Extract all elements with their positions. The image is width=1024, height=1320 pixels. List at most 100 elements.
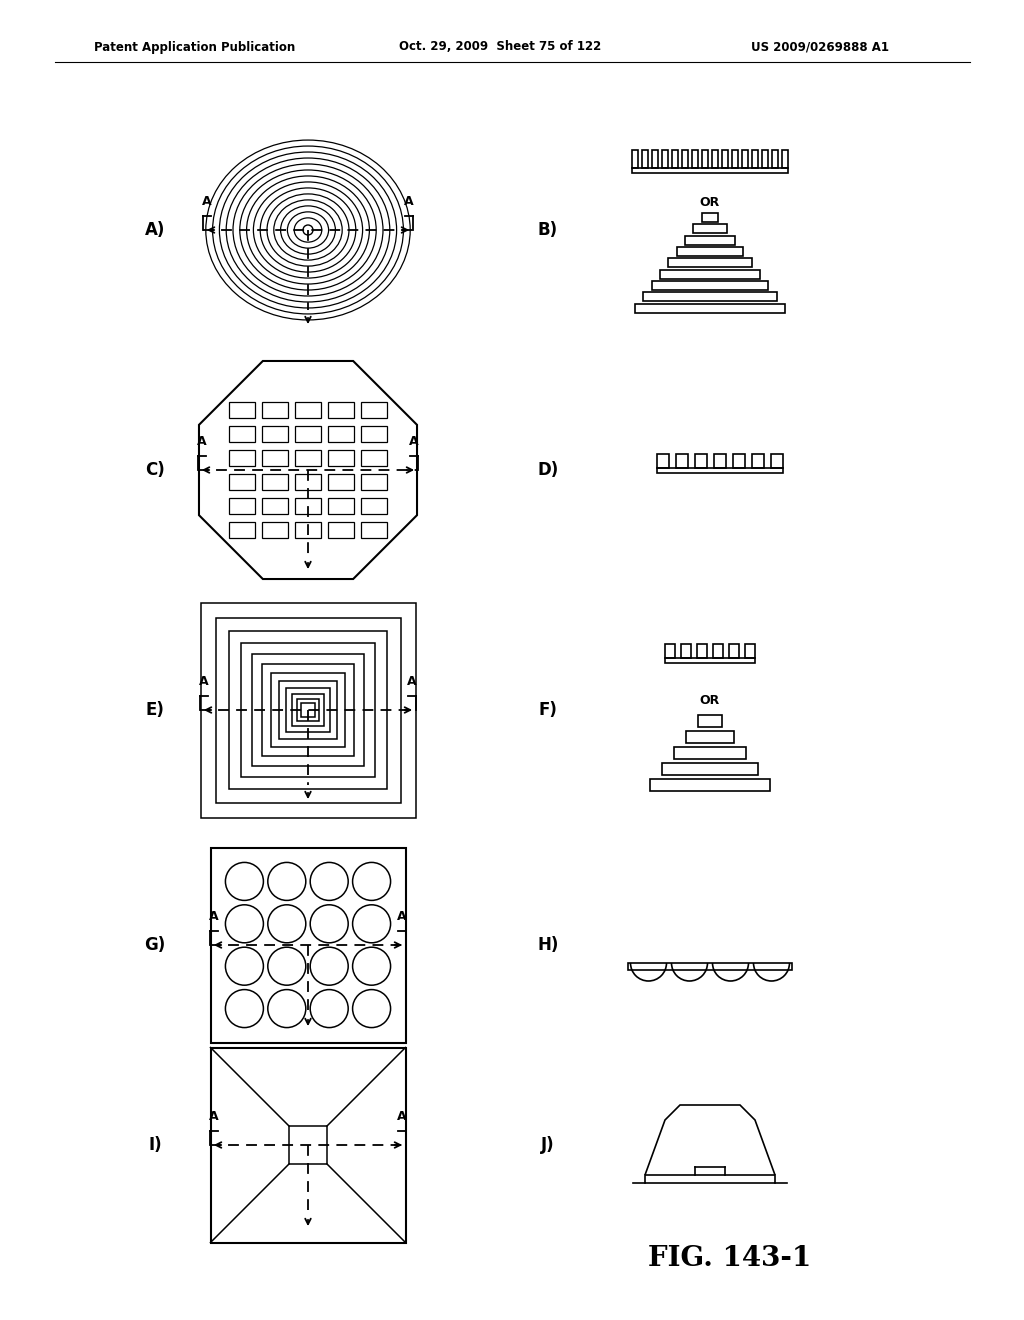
Bar (229, 474, 255, 490)
Bar (289, 1126, 327, 1164)
Bar (732, 149, 738, 168)
Bar (295, 450, 321, 466)
Bar (271, 673, 345, 747)
Bar (701, 213, 718, 222)
Bar (295, 474, 321, 490)
Bar (635, 304, 785, 313)
Bar (702, 149, 708, 168)
Bar (361, 498, 387, 513)
Bar (361, 403, 387, 418)
Text: A: A (410, 436, 419, 447)
Text: C): C) (145, 461, 165, 479)
Text: A): A) (144, 220, 165, 239)
Bar (712, 149, 718, 168)
Bar (262, 498, 288, 513)
Text: H): H) (538, 936, 559, 954)
Bar (722, 149, 728, 168)
Bar (692, 149, 698, 168)
Bar (698, 715, 722, 727)
Bar (674, 747, 746, 759)
Bar (652, 149, 658, 168)
Bar (651, 281, 768, 290)
Bar (292, 694, 324, 726)
Bar (361, 426, 387, 442)
Bar (682, 149, 688, 168)
Bar (665, 657, 755, 663)
Bar (745, 644, 755, 657)
Bar (229, 498, 255, 513)
Text: A: A (200, 675, 209, 688)
Text: OR: OR (699, 195, 720, 209)
Bar (752, 454, 764, 467)
Text: A: A (397, 909, 407, 923)
Bar (211, 847, 406, 1043)
Bar (262, 450, 288, 466)
Text: A: A (198, 436, 207, 447)
Bar (295, 521, 321, 539)
Bar (681, 644, 691, 657)
Bar (328, 426, 354, 442)
Bar (297, 700, 319, 721)
Bar (215, 618, 400, 803)
Bar (762, 149, 768, 168)
Bar (252, 653, 364, 766)
Text: B): B) (538, 220, 558, 239)
Text: Oct. 29, 2009  Sheet 75 of 122: Oct. 29, 2009 Sheet 75 of 122 (399, 41, 601, 54)
Bar (262, 403, 288, 418)
Text: G): G) (144, 936, 166, 954)
Bar (241, 643, 375, 777)
Text: Patent Application Publication: Patent Application Publication (94, 41, 296, 54)
Bar (665, 644, 675, 657)
Bar (295, 426, 321, 442)
Bar (697, 644, 707, 657)
Bar (782, 149, 788, 168)
Text: E): E) (145, 701, 165, 719)
Bar (672, 149, 678, 168)
Bar (295, 498, 321, 513)
Bar (328, 474, 354, 490)
Text: J): J) (542, 1137, 555, 1154)
Bar (361, 474, 387, 490)
Bar (328, 450, 354, 466)
Bar (662, 763, 758, 775)
Bar (657, 454, 669, 467)
Text: A: A (209, 1110, 219, 1123)
Bar (650, 779, 770, 792)
Bar (643, 292, 776, 301)
Bar (301, 704, 315, 717)
Text: A: A (397, 1110, 407, 1123)
Bar (772, 149, 778, 168)
Bar (201, 602, 416, 817)
Bar (229, 450, 255, 466)
Bar (361, 521, 387, 539)
Bar (771, 454, 783, 467)
Bar (676, 454, 688, 467)
Text: D): D) (538, 461, 559, 479)
Text: A: A (209, 909, 219, 923)
Bar (662, 149, 668, 168)
Bar (295, 403, 321, 418)
Bar (632, 149, 638, 168)
Bar (685, 236, 735, 244)
Bar (742, 149, 748, 168)
Bar (262, 426, 288, 442)
Bar (262, 474, 288, 490)
Bar (286, 688, 330, 733)
Text: A: A (404, 195, 414, 209)
Bar (733, 454, 745, 467)
Bar (262, 521, 288, 539)
Bar (686, 731, 734, 743)
Bar (677, 247, 743, 256)
Bar (328, 403, 354, 418)
Text: A: A (408, 675, 417, 688)
Bar (657, 467, 783, 473)
Bar (752, 149, 758, 168)
Text: A: A (202, 195, 212, 209)
Bar (714, 454, 726, 467)
Bar (262, 664, 354, 756)
Text: F): F) (539, 701, 557, 719)
Bar (229, 521, 255, 539)
Bar (660, 269, 760, 279)
Bar (229, 426, 255, 442)
Bar (632, 168, 788, 173)
